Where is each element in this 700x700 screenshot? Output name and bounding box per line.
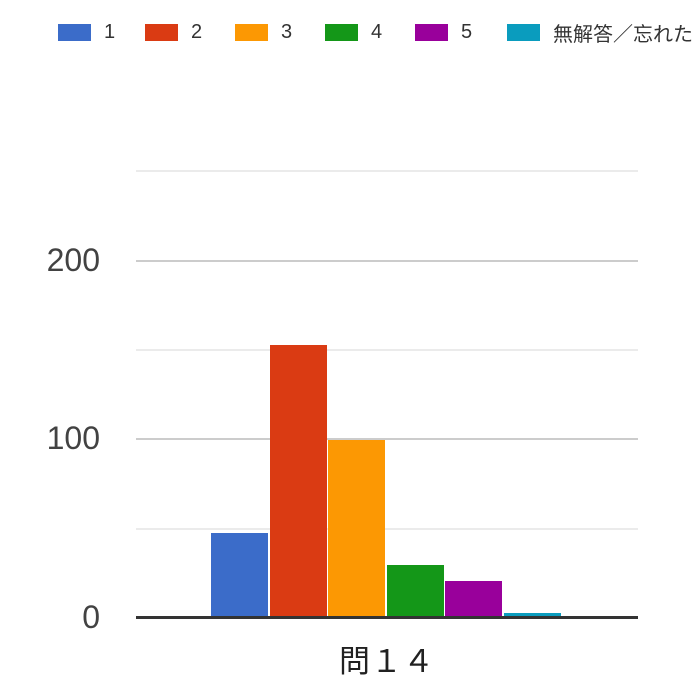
legend-label: 5 — [461, 20, 473, 43]
y-tick-label: 100 — [46, 420, 100, 456]
legend-label: 無解答／忘れた — [553, 23, 693, 46]
major-gridline — [136, 438, 638, 440]
y-tick-label: 0 — [82, 599, 100, 635]
legend-label: 2 — [191, 20, 203, 43]
y-tick-label: 200 — [46, 242, 100, 278]
legend-swatch-icon — [58, 23, 91, 41]
legend-label: 3 — [281, 20, 293, 43]
minor-gridline — [136, 170, 638, 172]
bar-1[interactable] — [211, 533, 268, 619]
major-gridline — [136, 260, 638, 262]
bar-3[interactable] — [328, 440, 385, 619]
legend-swatch-icon — [325, 23, 358, 41]
legend-item: 1 — [58, 14, 115, 50]
legend: 1 2 3 4 5 無解答／忘れた — [0, 14, 700, 50]
legend-label: 4 — [371, 20, 383, 43]
bar-2[interactable] — [270, 345, 327, 619]
legend-item: 2 — [145, 14, 202, 50]
legend-swatch-icon — [235, 23, 268, 41]
bar-5[interactable] — [445, 581, 502, 619]
minor-gridline — [136, 349, 638, 351]
x-axis-line — [136, 616, 638, 619]
legend-swatch-icon — [507, 23, 540, 41]
legend-item: 無解答／忘れた — [507, 14, 693, 50]
legend-label: 1 — [104, 20, 116, 43]
minor-gridline — [136, 528, 638, 530]
legend-item: 3 — [235, 14, 292, 50]
legend-swatch-icon — [145, 23, 178, 41]
legend-item: 4 — [325, 14, 382, 50]
x-axis-label: 問１４ — [339, 644, 435, 679]
bar-4[interactable] — [387, 565, 444, 619]
legend-swatch-icon — [415, 23, 448, 41]
legend-item: 5 — [415, 14, 472, 50]
